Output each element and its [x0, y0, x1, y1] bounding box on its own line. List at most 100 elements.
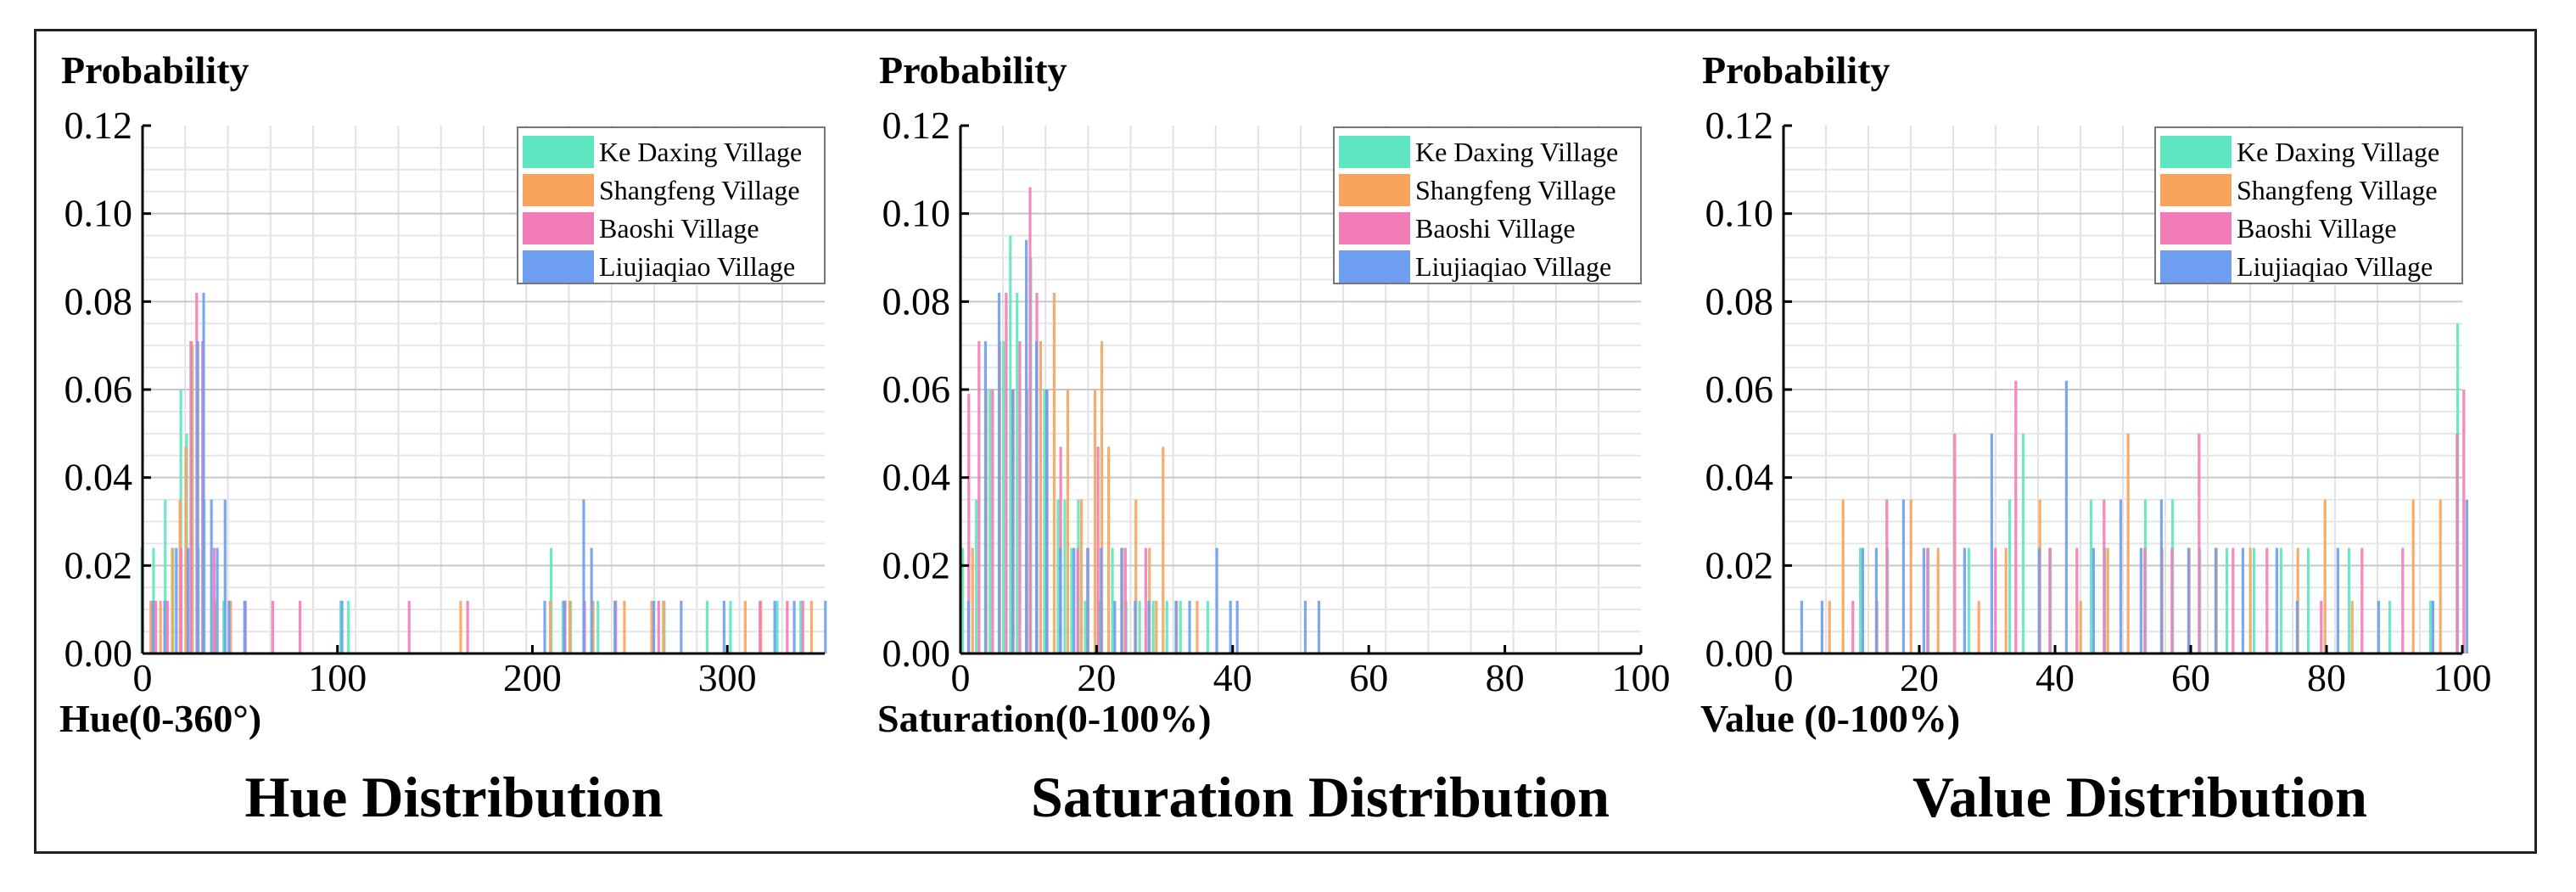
- bar: [184, 446, 188, 654]
- bar: [1977, 600, 1980, 654]
- y-axis-title: Probability: [61, 48, 249, 92]
- bar: [1005, 292, 1008, 654]
- bar: [151, 600, 154, 654]
- bar: [1936, 547, 1940, 654]
- bar: [2462, 390, 2466, 654]
- bar: [977, 340, 981, 654]
- bar: [650, 600, 653, 654]
- bar: [2465, 499, 2468, 654]
- bar: [2253, 547, 2256, 654]
- bar: [1100, 340, 1104, 654]
- x-axis-title: Saturation(0-100%): [877, 697, 1212, 740]
- chart-caption: Hue Distribution: [244, 765, 663, 829]
- bar: [1188, 600, 1191, 654]
- y-tick-label: 0.02: [64, 543, 133, 586]
- bar: [776, 600, 779, 654]
- bar: [983, 340, 988, 654]
- bar: [591, 600, 595, 654]
- bar: [652, 600, 656, 654]
- bar: [623, 600, 626, 654]
- legend-swatch-shangfeng: [1339, 174, 1410, 206]
- bar: [1151, 600, 1155, 654]
- bar: [459, 600, 462, 654]
- bar: [2439, 499, 2442, 654]
- legend-swatch-ke_daxing: [2160, 136, 2232, 168]
- legend-swatch-baoshi: [523, 212, 594, 244]
- figure-frame: [34, 29, 2537, 854]
- y-axis-title: Probability: [1702, 48, 1890, 92]
- legend-swatch-shangfeng: [2160, 174, 2232, 206]
- bar: [1820, 600, 1823, 654]
- bar: [2411, 499, 2415, 654]
- bar: [2241, 547, 2244, 654]
- legend-swatch-liujiaqiao: [523, 250, 594, 283]
- y-axis-title: Probability: [879, 48, 1067, 92]
- bar: [1841, 499, 1845, 654]
- bar: [1926, 547, 1929, 654]
- bar: [407, 600, 411, 654]
- bar: [991, 390, 994, 654]
- chart-panel-1: 0.00 0.02 0.04 0.06 0.08 0.10 0.12 0 20 40 60 80 100…: [877, 48, 1671, 829]
- x-tick-label: 100: [308, 656, 367, 699]
- bar: [596, 600, 600, 654]
- bar: [2456, 433, 2459, 654]
- bar: [1162, 446, 1165, 654]
- bar: [1901, 499, 1905, 654]
- bar: [243, 600, 246, 654]
- series-baoshi: [1851, 380, 2466, 654]
- bar: [1963, 547, 1966, 654]
- legend: Ke Daxing Village Shangfeng Village Baoshi…: [1333, 126, 1642, 284]
- bar: [2350, 600, 2354, 654]
- legend-swatch-shangfeng: [523, 174, 594, 206]
- bar: [722, 600, 725, 654]
- y-tick-label: 0.04: [64, 456, 133, 499]
- bar: [1990, 433, 1993, 654]
- bar: [1206, 600, 1209, 654]
- bar: [2226, 547, 2229, 654]
- bar: [680, 600, 683, 654]
- bar: [2377, 600, 2380, 654]
- bar: [662, 600, 665, 654]
- bar: [799, 600, 803, 654]
- x-tick-label: 0: [133, 656, 153, 699]
- bar: [563, 600, 566, 654]
- bar: [1235, 600, 1239, 654]
- bar: [1028, 187, 1032, 654]
- y-tick-label: 0.02: [1705, 543, 1774, 586]
- bar: [759, 600, 762, 654]
- bar: [2022, 433, 2025, 654]
- bar: [210, 499, 213, 654]
- bar: [1120, 547, 1123, 654]
- bar: [2008, 499, 2012, 654]
- x-tick-label: 40: [1213, 656, 1252, 699]
- legend-label: Ke Daxing Village: [599, 137, 802, 167]
- x-tick-label: 200: [503, 656, 562, 699]
- bar: [568, 600, 572, 654]
- bar: [2348, 547, 2351, 654]
- bar: [2143, 547, 2147, 654]
- x-tick-label: 0: [1774, 656, 1794, 699]
- y-tick-label: 0.10: [64, 192, 133, 235]
- legend-swatch-ke_daxing: [523, 136, 594, 168]
- series-liujiaqiao: [966, 239, 1321, 654]
- bar: [2048, 547, 2052, 654]
- bar: [1016, 292, 1019, 654]
- bar: [1215, 547, 1218, 654]
- bar: [1113, 600, 1117, 654]
- legend-label: Shangfeng Village: [1415, 175, 1616, 205]
- bar: [2119, 499, 2122, 654]
- bar: [1800, 600, 1803, 654]
- bar: [2360, 547, 2364, 654]
- bar: [2014, 380, 2018, 654]
- x-tick-label: 60: [1349, 656, 1388, 699]
- bar: [212, 547, 216, 654]
- bar: [967, 394, 971, 654]
- legend-swatch-liujiaqiao: [1339, 250, 1410, 283]
- bar: [2323, 499, 2327, 654]
- bar: [2090, 499, 2093, 654]
- bar: [961, 547, 965, 654]
- legend: Ke Daxing Village Shangfeng Village Baoshi…: [517, 126, 826, 284]
- bar: [2159, 499, 2163, 654]
- bar: [229, 600, 232, 654]
